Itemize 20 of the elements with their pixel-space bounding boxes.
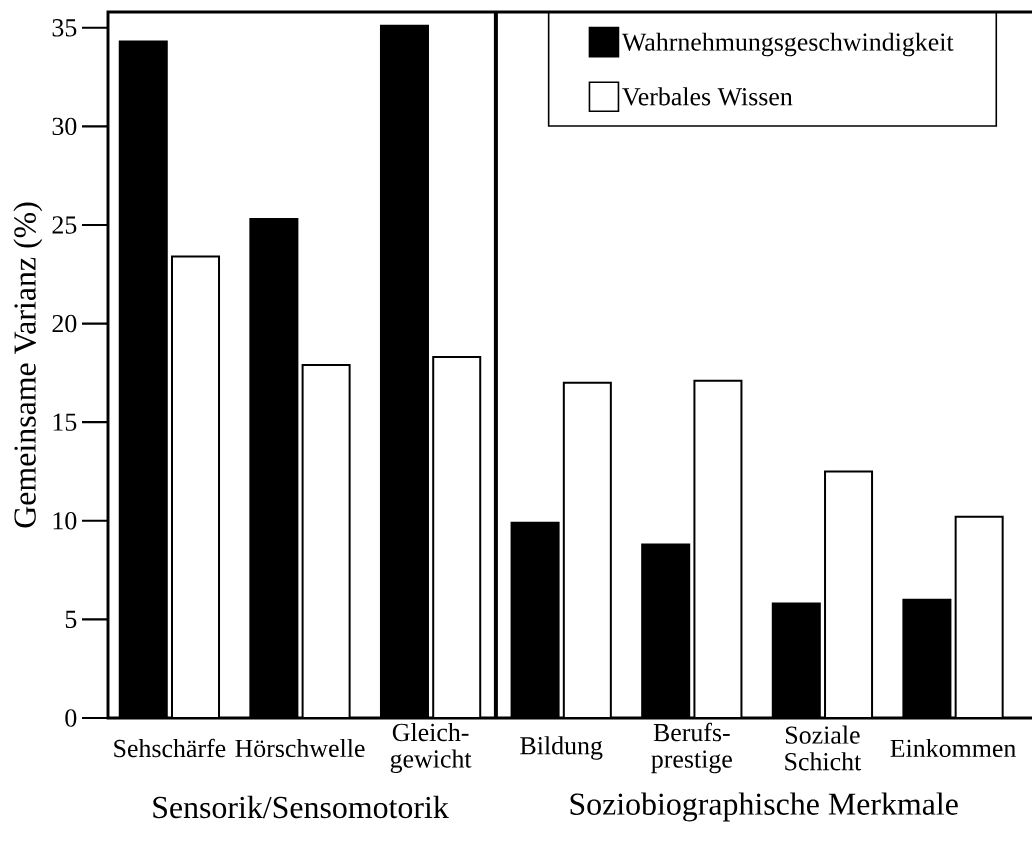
y-tick-label: 15 <box>53 413 77 431</box>
y-tick-label: 5 <box>65 610 77 628</box>
x-tick-label: Hörschwelle <box>235 738 365 758</box>
legend-label: Verbales Wissen <box>622 87 793 106</box>
y-tick-label: 25 <box>52 216 77 234</box>
x-tick-label: Soziale Schicht <box>785 725 862 771</box>
y-tick-label: 0 <box>65 709 77 727</box>
x-tick-label: Bildung <box>520 736 603 760</box>
x-tick-label: Berufs-prestige <box>651 722 732 774</box>
y-tick-label: 30 <box>52 117 77 136</box>
text: Soziobiographische Merkmale <box>570 792 958 822</box>
x-tick-label: Sehschärfe <box>114 738 226 758</box>
x-tick-label: Einkommen <box>890 738 1016 758</box>
legend-label: Wahrnehmungsgeschwindigkeit <box>621 32 954 57</box>
y-axis-title: Gemeinsame Varianz (%) <box>13 202 43 528</box>
y-tick-label: 20 <box>52 314 77 333</box>
x-tick-label: Gleich-gewicht <box>390 722 472 774</box>
text: Sensorik/Sensomotorik <box>153 795 449 819</box>
y-tick-label: 10 <box>53 512 77 530</box>
y-tick-label: 35 <box>52 19 77 37</box>
